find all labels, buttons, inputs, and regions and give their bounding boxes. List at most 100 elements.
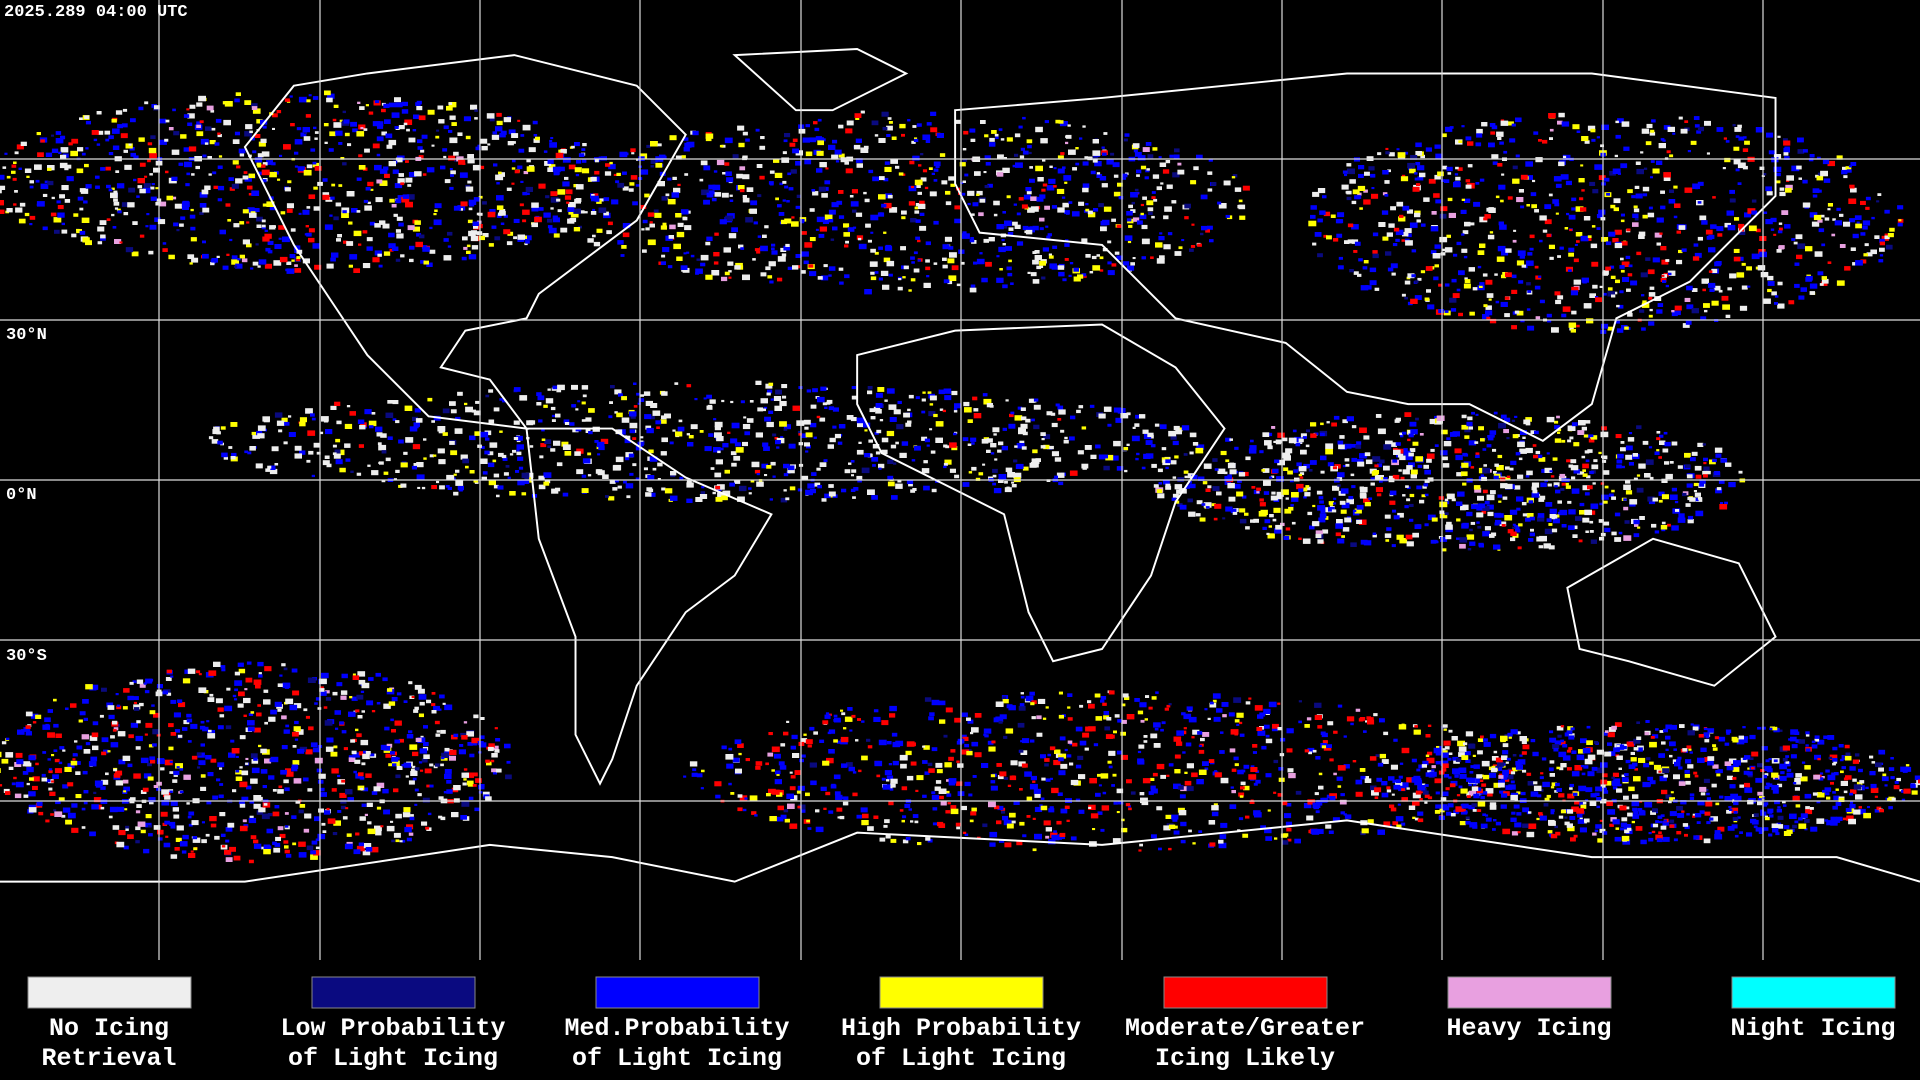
- icing-pixel: [998, 479, 1004, 483]
- icing-pixel: [1604, 485, 1609, 489]
- icing-pixel: [476, 231, 483, 236]
- icing-pixel: [1445, 535, 1452, 540]
- icing-pixel: [1560, 488, 1565, 491]
- icing-pixel: [911, 261, 915, 264]
- icing-pixel: [574, 201, 578, 204]
- icing-pixel: [1481, 510, 1487, 514]
- icing-pixel: [1582, 517, 1590, 523]
- icing-pixel: [1605, 266, 1611, 271]
- icing-pixel: [455, 469, 460, 473]
- icing-pixel: [564, 176, 569, 180]
- icing-pixel: [816, 150, 824, 156]
- icing-pixel: [1118, 196, 1124, 200]
- icing-pixel: [1213, 517, 1218, 521]
- icing-pixel: [1526, 470, 1533, 476]
- icing-pixel: [728, 276, 732, 279]
- icing-pixel: [1356, 504, 1364, 510]
- icing-pixel: [315, 697, 321, 701]
- icing-pixel: [597, 453, 601, 456]
- icing-pixel: [420, 735, 424, 738]
- icing-pixel: [250, 835, 257, 840]
- icing-pixel: [1809, 212, 1818, 218]
- icing-pixel: [114, 207, 119, 210]
- icing-pixel: [764, 416, 771, 422]
- icing-pixel: [20, 141, 27, 146]
- icing-pixel: [750, 200, 758, 206]
- icing-pixel: [669, 441, 674, 445]
- icing-pixel: [828, 266, 836, 271]
- icing-pixel: [356, 131, 365, 137]
- icing-pixel: [1501, 524, 1506, 527]
- icing-pixel: [1504, 515, 1513, 521]
- icing-pixel: [493, 407, 500, 412]
- icing-pixel: [742, 131, 748, 136]
- icing-pixel: [439, 694, 445, 699]
- icing-pixel: [0, 174, 5, 180]
- icing-pixel: [1843, 175, 1848, 179]
- icing-pixel: [1495, 195, 1500, 199]
- icing-pixel: [210, 758, 217, 763]
- icing-pixel: [1554, 425, 1560, 430]
- icing-pixel: [18, 167, 22, 170]
- icing-pixel: [1471, 504, 1479, 510]
- icing-pixel: [710, 467, 715, 470]
- icing-pixel: [48, 779, 54, 784]
- icing-pixel: [1344, 173, 1348, 177]
- icing-pixel: [999, 268, 1003, 271]
- icing-pixel: [1174, 500, 1180, 504]
- icing-pixel: [677, 183, 681, 187]
- icing-pixel: [680, 265, 688, 270]
- icing-pixel: [1393, 515, 1400, 520]
- icing-pixel: [121, 123, 128, 128]
- icing-pixel: [1605, 241, 1612, 246]
- icing-pixel: [1234, 446, 1239, 450]
- icing-pixel: [487, 143, 491, 146]
- icing-pixel: [322, 192, 330, 197]
- icing-pixel: [398, 173, 404, 177]
- icing-pixel: [1014, 224, 1021, 229]
- icing-pixel: [767, 275, 773, 279]
- icing-pixel: [1716, 487, 1722, 491]
- icing-pixel: [1849, 184, 1855, 189]
- icing-pixel: [882, 284, 890, 290]
- icing-pixel: [0, 751, 2, 758]
- icing-pixel: [1523, 419, 1531, 425]
- icing-pixel: [1096, 174, 1103, 178]
- icing-pixel: [1188, 480, 1192, 484]
- icing-pixel: [881, 437, 889, 443]
- icing-pixel: [878, 463, 885, 469]
- icing-pixel: [1165, 459, 1171, 464]
- icing-pixel: [1062, 202, 1069, 208]
- icing-pixel: [1174, 148, 1180, 153]
- icing-pixel: [1438, 309, 1445, 314]
- icing-pixel: [311, 474, 315, 478]
- icing-pixel: [850, 417, 857, 422]
- icing-pixel: [1665, 284, 1669, 288]
- icing-pixel: [1592, 482, 1596, 485]
- icing-pixel: [1319, 513, 1327, 519]
- icing-pixel: [1876, 200, 1880, 203]
- icing-pixel: [1573, 469, 1580, 474]
- icing-pixel: [184, 161, 192, 168]
- icing-pixel: [368, 677, 374, 681]
- icing-pixel: [1271, 491, 1276, 495]
- icing-pixel: [1416, 219, 1421, 223]
- icing-pixel: [487, 462, 495, 468]
- icing-pixel: [178, 162, 184, 166]
- icing-pixel: [374, 100, 380, 104]
- icing-pixel: [1472, 287, 1478, 291]
- icing-pixel: [1687, 515, 1694, 520]
- icing-pixel: [506, 241, 513, 246]
- icing-pixel: [406, 194, 415, 200]
- icing-pixel: [592, 234, 596, 238]
- icing-pixel: [1018, 125, 1023, 129]
- icing-pixel: [907, 119, 911, 122]
- icing-pixel: [771, 250, 778, 255]
- icing-pixel: [1379, 477, 1384, 480]
- icing-pixel: [1470, 466, 1475, 469]
- icing-pixel: [366, 246, 373, 251]
- icing-pixel: [690, 254, 695, 258]
- icing-pixel: [231, 452, 237, 457]
- icing-pixel: [1404, 505, 1409, 509]
- icing-pixel: [1549, 137, 1553, 140]
